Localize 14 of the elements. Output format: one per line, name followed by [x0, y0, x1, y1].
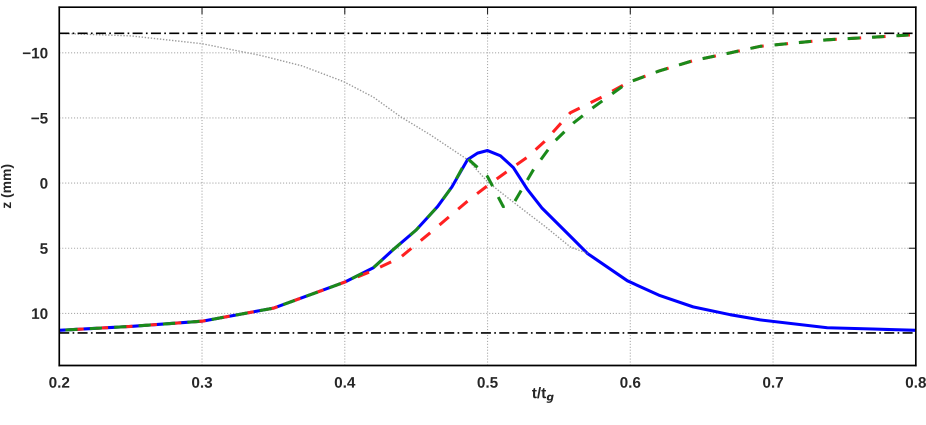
x-tick-label: 0.7	[763, 377, 784, 388]
y-tick-label: −10	[22, 48, 48, 59]
y-tick-label: 0	[40, 178, 48, 189]
x-tick-label: 0.4	[334, 377, 356, 388]
x-tick-label: 0.8	[906, 377, 926, 388]
y-tick-label: −5	[31, 112, 48, 124]
x-tick-label: 0.2	[49, 377, 70, 388]
y-axis-title: z (mm)	[0, 164, 14, 208]
x-tick-label: 0.3	[192, 377, 212, 388]
y-tick-label: 10	[32, 308, 48, 320]
y-tick-label: 5	[40, 243, 48, 254]
x-axis-title: t/t$_{g}$	[532, 386, 554, 403]
x-tick-label: 0.6	[620, 377, 640, 388]
x-tick-label: 0.5	[478, 377, 498, 388]
